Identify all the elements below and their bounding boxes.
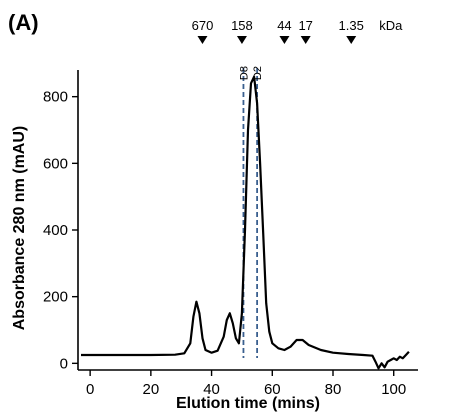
x-tick-label: 60 [264, 381, 281, 398]
size-marker-triangle [197, 36, 208, 44]
size-markers: 670 158 44 17 1.35 [192, 18, 364, 44]
y-axis-title: Absorbance 280 nm (mAU) [11, 126, 28, 331]
y-tick-label: 600 [43, 155, 68, 172]
size-marker-label: 158 [231, 18, 253, 33]
chromatogram-traces [81, 75, 410, 370]
chromatogram-line [81, 75, 410, 370]
y-tick-label: 200 [43, 289, 68, 306]
y-ticks: 0 200 400 600 800 [43, 89, 78, 372]
x-ticks: 0 20 40 60 80 100 [86, 370, 406, 398]
size-marker-triangle [300, 36, 311, 44]
x-tick-label: 20 [143, 381, 160, 398]
size-marker-triangle [279, 36, 290, 44]
x-axis-title: Elution time (mins) [176, 395, 320, 412]
y-tick-label: 800 [43, 89, 68, 106]
size-marker-label: 17 [298, 18, 312, 33]
y-tick-label: 0 [60, 355, 68, 372]
x-tick-label: 0 [86, 381, 94, 398]
size-marker-label: 670 [192, 18, 214, 33]
size-marker-label: 44 [277, 18, 291, 33]
size-marker-label: 1.35 [339, 18, 364, 33]
size-marker-triangle [346, 36, 357, 44]
size-marker-triangle [236, 36, 247, 44]
size-unit-label: kDa [379, 18, 403, 33]
fraction-label: D8 [238, 66, 250, 80]
x-tick-label: 40 [203, 381, 220, 398]
panel-label: (A) [8, 10, 39, 35]
y-tick-label: 400 [43, 222, 68, 239]
x-tick-label: 80 [325, 381, 342, 398]
x-tick-label: 100 [381, 381, 406, 398]
